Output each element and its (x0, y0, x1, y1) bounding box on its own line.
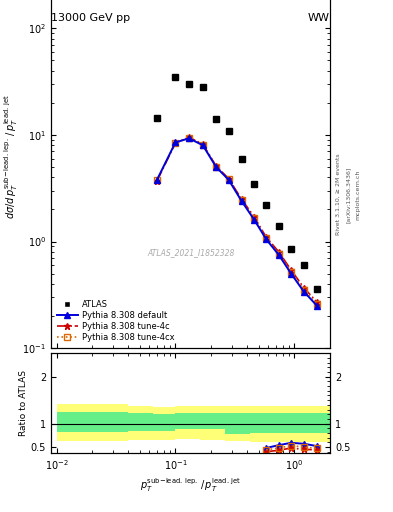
Pythia 8.308 tune-4cx (264, 236, 268, 242)
Pythia 8.308 tune-4c (252, 214, 257, 220)
ATLAS (155, 115, 160, 121)
Pythia 8.308 default (252, 217, 257, 223)
ATLAS (264, 202, 268, 208)
Pythia 8.308 tune-4c (264, 234, 268, 240)
ATLAS (200, 84, 205, 90)
Pythia 8.308 tune-4cx (187, 135, 191, 141)
Pythia 8.308 default (289, 270, 294, 276)
ATLAS (214, 116, 219, 122)
Pythia 8.308 tune-4c (173, 140, 178, 146)
Line: Pythia 8.308 tune-4c: Pythia 8.308 tune-4c (154, 134, 320, 306)
ATLAS (239, 156, 244, 162)
Pythia 8.308 tune-4c (214, 163, 219, 169)
Pythia 8.308 default (226, 177, 231, 183)
Pythia 8.308 tune-4cx (226, 176, 231, 182)
Pythia 8.308 tune-4cx (155, 177, 160, 183)
Pythia 8.308 tune-4cx (276, 250, 281, 257)
Pythia 8.308 default (315, 303, 320, 309)
Pythia 8.308 tune-4cx (252, 216, 257, 222)
Line: ATLAS: ATLAS (154, 74, 320, 292)
Pythia 8.308 tune-4c (200, 141, 205, 147)
Text: 13000 GeV pp: 13000 GeV pp (51, 13, 130, 23)
Y-axis label: $d\sigma/d\,p_T^{\rm sub\!-\!lead.\,lep.}\,/\,p_T^{\rm lead.\,jet}$: $d\sigma/d\,p_T^{\rm sub\!-\!lead.\,lep.… (2, 94, 20, 219)
Pythia 8.308 default (155, 177, 160, 183)
Pythia 8.308 tune-4cx (239, 197, 244, 203)
Pythia 8.308 tune-4cx (315, 301, 320, 307)
Text: mcplots.cern.ch: mcplots.cern.ch (356, 169, 361, 220)
Pythia 8.308 default (239, 198, 244, 204)
Line: Pythia 8.308 default: Pythia 8.308 default (154, 136, 320, 309)
ATLAS (187, 81, 191, 87)
ATLAS (173, 74, 178, 80)
Text: WW: WW (308, 13, 330, 23)
Text: Rivet 3.1.10, ≥ 2M events: Rivet 3.1.10, ≥ 2M events (336, 154, 341, 236)
Pythia 8.308 tune-4cx (200, 142, 205, 148)
Pythia 8.308 tune-4c (289, 267, 294, 273)
Pythia 8.308 tune-4c (155, 178, 160, 184)
Pythia 8.308 default (173, 139, 178, 145)
Pythia 8.308 default (200, 142, 205, 148)
Pythia 8.308 tune-4c (315, 299, 320, 305)
X-axis label: $p_T^{\rm sub\!-\!lead.\,lep.}\,/\,p_T^{\rm lead.\,jet}$: $p_T^{\rm sub\!-\!lead.\,lep.}\,/\,p_T^{… (140, 476, 241, 494)
Y-axis label: Ratio to ATLAS: Ratio to ATLAS (19, 370, 28, 436)
ATLAS (301, 262, 306, 268)
Pythia 8.308 tune-4c (187, 134, 191, 140)
Pythia 8.308 tune-4cx (289, 269, 294, 275)
ATLAS (252, 181, 257, 187)
Pythia 8.308 tune-4c (276, 249, 281, 255)
Legend: ATLAS, Pythia 8.308 default, Pythia 8.308 tune-4c, Pythia 8.308 tune-4cx: ATLAS, Pythia 8.308 default, Pythia 8.30… (55, 298, 176, 344)
ATLAS (276, 223, 281, 229)
Pythia 8.308 default (187, 135, 191, 141)
ATLAS (226, 127, 231, 134)
Pythia 8.308 tune-4c (239, 196, 244, 202)
Pythia 8.308 tune-4cx (214, 163, 219, 169)
Pythia 8.308 tune-4c (226, 176, 231, 182)
Text: ATLAS_2021_I1852328: ATLAS_2021_I1852328 (147, 248, 234, 257)
Pythia 8.308 tune-4cx (301, 286, 306, 292)
ATLAS (289, 246, 294, 252)
ATLAS (315, 286, 320, 292)
Pythia 8.308 default (276, 252, 281, 258)
Line: Pythia 8.308 tune-4cx: Pythia 8.308 tune-4cx (154, 135, 320, 307)
Pythia 8.308 tune-4c (301, 285, 306, 291)
Pythia 8.308 tune-4cx (173, 140, 178, 146)
Pythia 8.308 default (214, 164, 219, 170)
Text: [arXiv:1306.3436]: [arXiv:1306.3436] (346, 166, 351, 223)
Pythia 8.308 default (301, 288, 306, 294)
Pythia 8.308 default (264, 236, 268, 242)
